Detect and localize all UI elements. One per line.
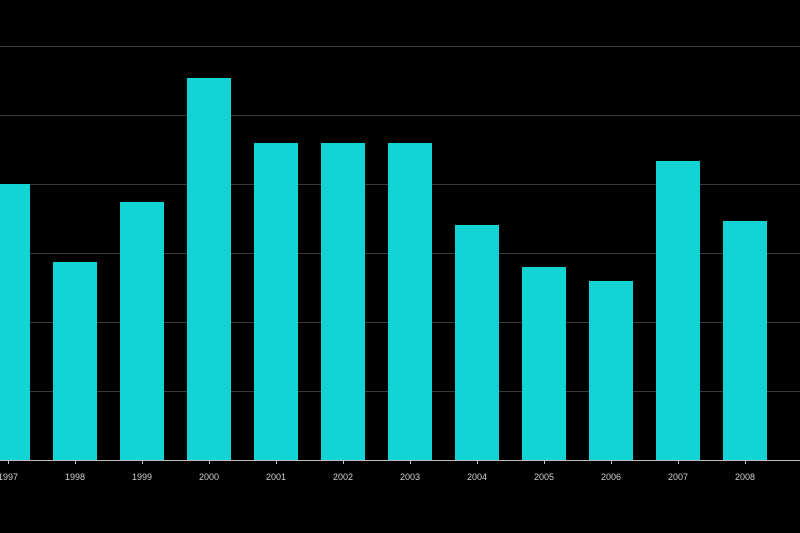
x-axis-label: 2006 <box>601 472 621 482</box>
bar <box>53 262 97 460</box>
x-axis-line <box>0 460 800 461</box>
bar <box>120 202 164 460</box>
bar <box>522 267 566 460</box>
bar <box>388 143 432 460</box>
x-axis-label: 2004 <box>467 472 487 482</box>
gridline <box>0 115 800 116</box>
x-axis-label: 2007 <box>668 472 688 482</box>
gridline <box>0 46 800 47</box>
bar <box>0 184 30 460</box>
x-axis-label: 2000 <box>199 472 219 482</box>
bar <box>723 221 767 460</box>
x-axis-label: 1998 <box>65 472 85 482</box>
x-axis-label: 2008 <box>735 472 755 482</box>
bar <box>321 143 365 460</box>
plot-area: 1997 1998 1999 2000 2001 2002 2003 2004 2005 2006… <box>0 0 800 533</box>
bar <box>455 225 499 460</box>
x-axis-label: 2001 <box>266 472 286 482</box>
x-axis-label: 2005 <box>534 472 554 482</box>
x-axis-label: 1997 <box>0 472 18 482</box>
bar-chart: 1997 1998 1999 2000 2001 2002 2003 2004 2005 2006… <box>0 0 800 533</box>
bar <box>589 281 633 460</box>
x-axis-label: 2002 <box>333 472 353 482</box>
x-axis-label: 1999 <box>132 472 152 482</box>
x-axis-label: 2003 <box>400 472 420 482</box>
bar <box>187 78 231 460</box>
bar <box>254 143 298 460</box>
bar <box>656 161 700 460</box>
